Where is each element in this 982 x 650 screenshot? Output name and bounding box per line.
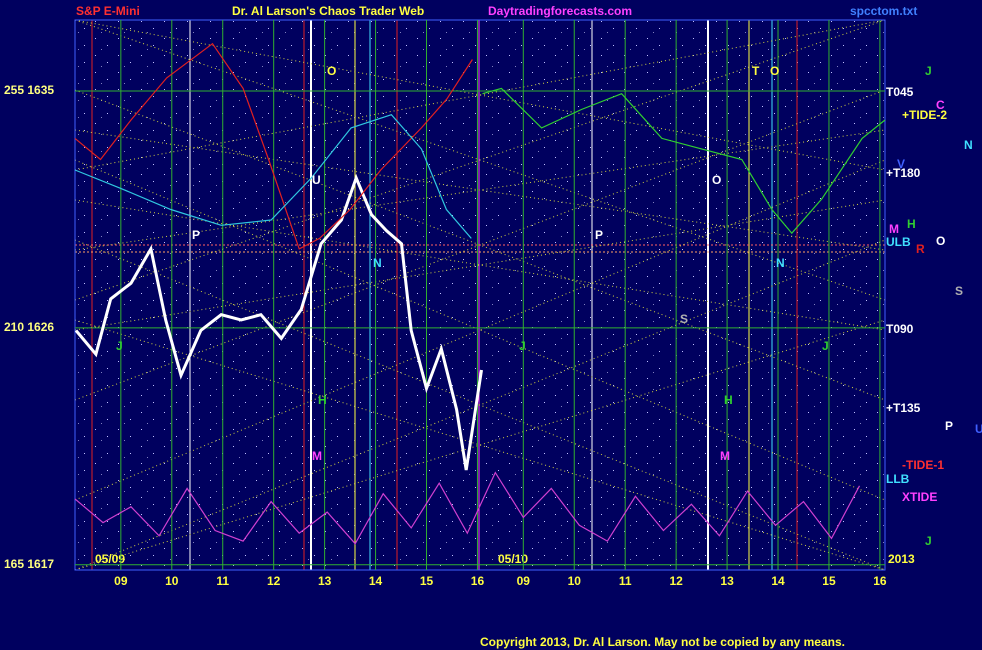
x-tick-label: 13	[318, 574, 332, 588]
diagonal-line	[74, 129, 886, 251]
planet-label: U	[312, 173, 321, 187]
y-tick-label: 255 1635	[4, 83, 54, 97]
planet-label: M	[889, 222, 899, 236]
planet-label: H	[318, 393, 327, 407]
diagonal-line	[74, 239, 886, 571]
planet-label: P	[192, 228, 200, 242]
planet-label: P	[595, 228, 603, 242]
planet-label: M	[312, 449, 322, 463]
line-label: +TIDE-2	[902, 108, 947, 122]
date-label: 2013	[888, 552, 915, 566]
x-tick-label: 09	[517, 574, 531, 588]
x-tick-label: 14	[369, 574, 383, 588]
market-label: S&P E-Mini	[76, 4, 140, 18]
copyright: Copyright 2013, Dr. Al Larson. May not b…	[480, 635, 845, 649]
planet-label: R	[916, 242, 925, 256]
planet-label: M	[720, 449, 730, 463]
planet-label: S	[955, 284, 963, 298]
x-tick-label: 11	[619, 574, 632, 588]
x-tick-label: 16	[873, 574, 887, 588]
line-label: -TIDE-1	[902, 458, 944, 472]
series-line	[74, 173, 483, 471]
planet-label: N	[373, 256, 382, 270]
plot-frame	[74, 19, 886, 571]
x-tick-label: 13	[720, 574, 734, 588]
planet-label: O	[712, 173, 721, 187]
planet-label: V	[897, 157, 905, 171]
x-tick-label: 15	[420, 574, 434, 588]
x-tick-label: 10	[165, 574, 179, 588]
line-label: T090	[886, 322, 914, 336]
x-tick-label: 11	[216, 574, 229, 588]
planet-label: J	[925, 534, 932, 548]
diagonal-line	[74, 199, 886, 331]
x-tick-label: 14	[771, 574, 785, 588]
diagonal-line	[74, 19, 886, 301]
diagonal-line	[74, 129, 886, 251]
planet-label: T	[752, 64, 760, 78]
y-tick-label: 210 1626	[4, 320, 54, 334]
diagonal-line	[74, 89, 886, 401]
line-label: XTIDE	[902, 490, 937, 504]
x-tick-label: 16	[471, 574, 485, 588]
diagonal-line	[74, 89, 886, 401]
astro-lines	[74, 19, 886, 571]
planet-label: O	[770, 64, 779, 78]
x-tick-label: 12	[669, 574, 683, 588]
series-line	[74, 471, 861, 545]
date-label: 05/09	[95, 552, 125, 566]
diagonal-line	[74, 239, 886, 571]
site-label: Daytradingforecasts.com	[488, 4, 632, 18]
planet-label: J	[519, 339, 526, 353]
line-label: +T135	[886, 401, 921, 415]
diagonal-line	[74, 159, 886, 501]
x-tick-label: 09	[114, 574, 128, 588]
planet-label: P	[945, 419, 953, 433]
planet-label: O	[327, 64, 336, 78]
line-label: T045	[886, 85, 914, 99]
planet-label: C	[936, 98, 945, 112]
line-label: ULB	[886, 235, 911, 249]
y-tick-label: 165 1617	[4, 557, 54, 571]
planet-label: U	[975, 422, 982, 436]
planet-label: N	[964, 138, 973, 152]
line-label: +T180	[886, 166, 921, 180]
date-label: 05/10	[498, 552, 528, 566]
chart-title: Dr. Al Larson's Chaos Trader Web	[232, 4, 424, 18]
x-tick-label: 12	[267, 574, 281, 588]
plot-background	[75, 20, 885, 570]
planet-label: J	[822, 339, 829, 353]
x-tick-label: 15	[822, 574, 836, 588]
planet-label: J	[116, 339, 123, 353]
planet-label: S	[680, 312, 688, 326]
planet-label: H	[907, 217, 916, 231]
diagonal-line	[74, 159, 886, 501]
planet-label: O	[936, 234, 945, 248]
planet-label: H	[724, 393, 733, 407]
file-label: spcctom.txt	[850, 4, 917, 18]
line-label: LLB	[886, 472, 910, 486]
planet-label: N	[776, 256, 785, 270]
planet-label: J	[925, 64, 932, 78]
series-line	[74, 42, 473, 250]
series-line	[482, 87, 886, 235]
series-line	[74, 114, 472, 239]
x-tick-label: 10	[568, 574, 582, 588]
